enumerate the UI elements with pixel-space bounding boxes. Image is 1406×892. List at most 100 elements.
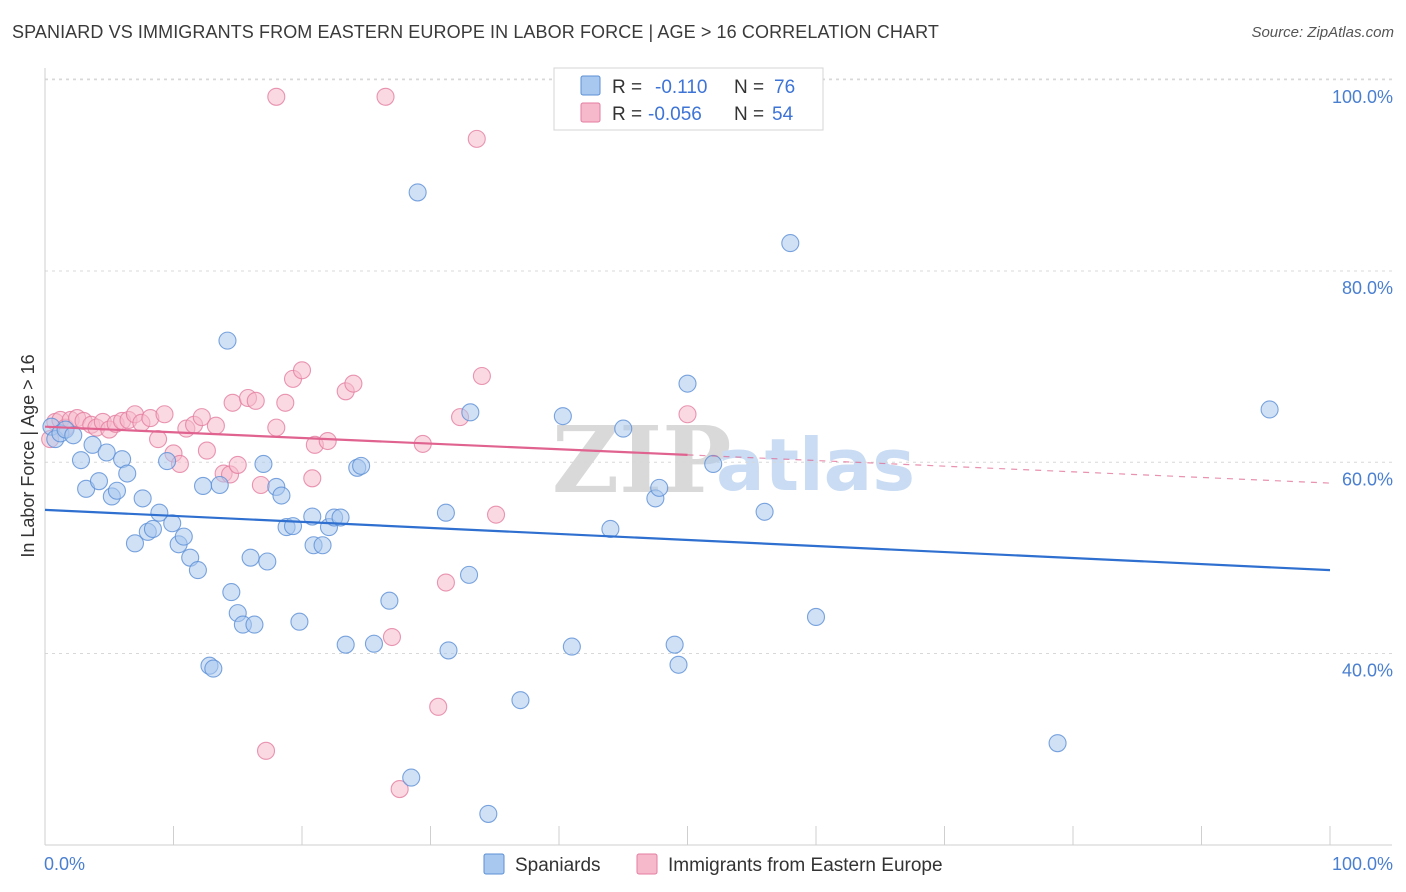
immigrants-point-23 (192, 408, 211, 427)
y-tick-label-100: 100.0% (1332, 87, 1393, 107)
spaniards-point-60 (511, 691, 530, 710)
stats-legend-box: R = -0.110 N = 76 R = -0.056 N = 54 (553, 67, 824, 131)
spaniards-point-7 (83, 435, 102, 454)
immigrants-point-42 (344, 374, 363, 393)
spaniards-point-9 (97, 443, 116, 462)
stats-swatch-immigrants (580, 102, 601, 123)
spaniards-point-58 (461, 403, 480, 422)
spaniards-point-54 (408, 183, 427, 202)
immigrants-trend-solid (44, 425, 688, 456)
spaniards-point-66 (650, 478, 669, 497)
stats-r-label-pink: R = (612, 104, 642, 125)
stats-n-label-blue: N = (734, 77, 764, 98)
spaniards-point-24 (188, 561, 207, 580)
y-tick-label-40: 40.0% (1342, 661, 1393, 681)
spaniards-point-38 (272, 486, 291, 505)
y-tick-label-60: 60.0% (1342, 469, 1393, 489)
watermark-atlas: atlas (716, 423, 915, 507)
immigrants-point-28 (223, 393, 242, 412)
spaniards-point-74 (1048, 734, 1067, 753)
spaniards-point-59 (479, 804, 498, 823)
trend-lines (44, 425, 1331, 572)
immigrants-point-51 (486, 505, 506, 524)
spaniards-point-18 (150, 503, 169, 522)
series-spaniards-points (42, 183, 1279, 823)
bottom-legend: Spaniards Immigrants from Eastern Europe (483, 853, 943, 876)
spaniards-point-70 (704, 454, 723, 474)
spaniards-point-64 (614, 419, 633, 438)
spaniards-point-30 (222, 583, 241, 602)
legend-swatch-spaniards (483, 853, 505, 875)
immigrants-point-32 (251, 475, 270, 495)
chart-title: SPANIARD VS IMMIGRANTS FROM EASTERN EURO… (12, 22, 939, 42)
spaniards-point-44 (313, 536, 332, 555)
stats-swatch-spaniards (580, 75, 601, 96)
y-tick-label-80: 80.0% (1342, 278, 1393, 298)
spaniards-point-22 (174, 527, 193, 546)
spaniards-point-50 (352, 456, 371, 475)
immigrants-point-34 (267, 418, 286, 437)
spaniards-point-36 (258, 552, 277, 571)
immigrants-point-40 (318, 431, 337, 451)
stats-n-value-blue: 76 (774, 77, 795, 98)
spaniards-point-72 (781, 234, 800, 253)
spaniards-point-57 (459, 565, 479, 584)
axes (44, 68, 1392, 846)
spaniards-point-47 (331, 508, 350, 527)
spaniards-point-11 (107, 481, 127, 500)
spaniards-point-27 (204, 659, 223, 678)
spaniards-point-5 (71, 451, 91, 470)
gridlines (45, 78, 1392, 654)
spaniards-point-19 (158, 452, 177, 471)
spaniards-point-56 (439, 641, 458, 660)
immigrants-point-49 (467, 129, 486, 148)
immigrants-point-25 (206, 416, 225, 435)
spaniards-point-48 (336, 635, 355, 654)
spaniards-point-34 (241, 548, 260, 567)
legend-label-spaniards: Spaniards (515, 855, 601, 876)
spaniards-point-15 (133, 489, 152, 508)
spaniards-point-17 (143, 519, 162, 539)
spaniards-point-68 (669, 655, 688, 674)
immigrants-point-18 (155, 405, 174, 424)
legend-label-immigrants: Immigrants from Eastern Europe (668, 855, 943, 876)
spaniards-point-35 (254, 454, 273, 474)
spaniards-point-52 (380, 591, 399, 610)
spaniards-point-62 (562, 637, 581, 656)
spaniards-point-63 (601, 519, 620, 539)
source-credit: Source: ZipAtlas.com (1251, 24, 1394, 41)
spaniards-point-69 (678, 374, 697, 393)
spaniards-point-13 (118, 464, 137, 483)
watermark-zip: ZIP (552, 406, 731, 514)
immigrants-point-37 (292, 361, 312, 380)
spaniards-point-55 (436, 503, 455, 522)
spaniards-point-25 (194, 476, 213, 496)
spaniards-point-75 (1260, 400, 1279, 419)
spaniards-point-71 (755, 502, 774, 521)
spaniards-point-67 (665, 635, 684, 654)
immigrants-point-24 (197, 441, 216, 460)
spaniards-point-42 (303, 507, 322, 526)
spaniards-point-61 (553, 407, 572, 426)
spaniards-point-51 (364, 634, 384, 653)
stats-r-label-blue: R = (612, 77, 642, 98)
immigrants-point-43 (382, 627, 402, 647)
immigrants-point-31 (246, 391, 265, 410)
immigrants-point-53 (267, 87, 286, 106)
spaniards-point-33 (245, 615, 264, 634)
spaniards-point-53 (402, 768, 421, 787)
immigrants-point-46 (429, 697, 448, 716)
spaniards-point-29 (218, 331, 237, 350)
immigrants-point-38 (303, 469, 322, 488)
x-tick-label-min: 0.0% (44, 854, 85, 874)
immigrants-point-52 (678, 405, 697, 424)
spaniards-point-20 (163, 514, 182, 533)
spaniards-point-8 (89, 472, 109, 491)
immigrants-point-44 (390, 780, 409, 799)
spaniards-point-73 (806, 607, 826, 627)
x-tick-label-max: 100.0% (1332, 854, 1393, 874)
stats-n-value-pink: 54 (772, 104, 794, 125)
immigrants-point-17 (149, 430, 168, 449)
stats-n-label-pink: N = (734, 104, 764, 125)
